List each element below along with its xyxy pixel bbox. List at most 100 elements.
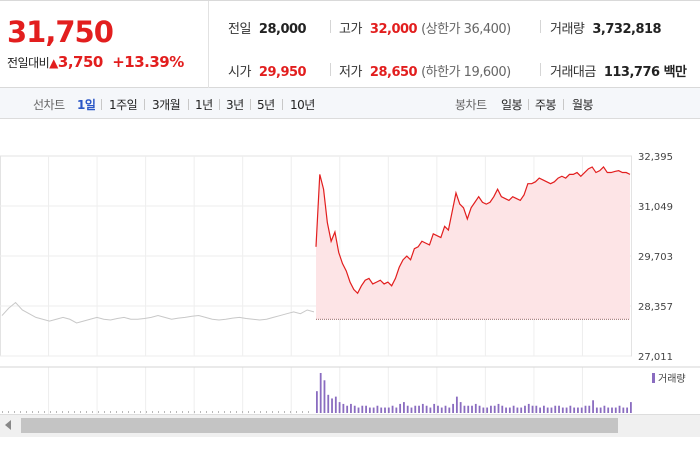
chart-scrollbar[interactable] <box>0 414 700 437</box>
volume-bar <box>607 407 610 413</box>
prev-volume-bar <box>122 411 123 413</box>
volume-bar <box>448 407 451 413</box>
volume-bar <box>414 405 417 413</box>
up-arrow-icon: ▲ <box>49 56 58 70</box>
volume-bar <box>357 407 360 413</box>
candle-monthly[interactable]: 월봉 <box>572 98 594 112</box>
low-cell: 저가 28,650 (하한가 19,600) <box>339 61 511 80</box>
volume-bar <box>346 405 349 413</box>
scroll-thumb[interactable] <box>21 418 618 433</box>
volume-bar <box>395 407 398 413</box>
volume-bar <box>452 403 454 413</box>
upper-limit: (상한가 36,400) <box>421 22 511 37</box>
volume-bar <box>508 407 511 413</box>
period-1week[interactable]: 1주일 <box>109 98 138 112</box>
prev-volume-bar <box>308 411 309 413</box>
volume-bar <box>338 402 341 413</box>
y-tick-label: 28,357 <box>638 302 673 313</box>
prev-close-value: 28,000 <box>258 22 307 37</box>
period-1day[interactable]: 1일 <box>77 98 96 112</box>
volume-bar <box>372 407 375 413</box>
scroll-left-icon[interactable] <box>5 420 11 430</box>
lower-limit: (하한가 19,600) <box>421 65 511 80</box>
prev-volume-bar <box>176 411 177 413</box>
volume-bar <box>353 405 356 413</box>
open-cell: 시가 29,950 <box>228 61 307 80</box>
prev-volume-bar <box>242 411 243 413</box>
volume-bar <box>573 407 576 413</box>
volume-bar <box>584 405 587 413</box>
prev-volume-bar <box>194 411 195 413</box>
volume-bar <box>316 391 318 413</box>
period-3year[interactable]: 3년 <box>226 98 244 112</box>
period-10year[interactable]: 10년 <box>290 98 315 112</box>
volume-bar <box>410 407 413 413</box>
volume-bar <box>561 407 564 413</box>
prev-volume-bar <box>110 411 111 413</box>
volume-bar <box>592 400 594 413</box>
volume-bar <box>403 402 405 413</box>
period-5year[interactable]: 5년 <box>257 98 275 112</box>
prev-volume-bar <box>224 411 225 413</box>
prev-volume-bar <box>302 411 303 413</box>
open-value: 29,950 <box>258 65 307 80</box>
volume-bar <box>599 407 602 413</box>
prev-volume-bar <box>2 411 3 413</box>
high-value: 32,000 <box>369 22 418 37</box>
volume-bar <box>334 396 337 413</box>
current-price: 31,750 <box>7 15 114 49</box>
volume-bar <box>421 403 424 413</box>
volume-cell: 거래량 3,732,818 <box>550 18 662 37</box>
volume-bar <box>444 405 447 413</box>
volume-bar <box>595 407 598 413</box>
prev-volume-bar <box>158 411 159 413</box>
prev-volume-bar <box>230 411 231 413</box>
volume-bar <box>490 405 492 413</box>
volume-bar <box>387 407 390 413</box>
change-row: 전일대비▲3,750 +13.39% <box>7 53 184 71</box>
volume-bar <box>380 407 383 413</box>
prev-volume-bar <box>62 411 63 413</box>
volume-bar <box>406 405 409 413</box>
volume-bar <box>535 405 538 413</box>
prev-volume-bar <box>218 411 219 413</box>
prev-volume-bar <box>164 411 165 413</box>
volume-bar <box>497 403 500 413</box>
volume-bar <box>459 402 462 413</box>
prev-volume-bar <box>248 411 249 413</box>
candle-weekly[interactable]: 주봉 <box>535 98 557 112</box>
prev-volume-bar <box>260 411 261 413</box>
change-percent: +13.39% <box>112 53 184 71</box>
candle-daily[interactable]: 일봉 <box>501 98 523 112</box>
y-tick-label: 32,395 <box>638 152 673 163</box>
prev-close-label: 전일 <box>228 22 251 37</box>
change-value: 3,750 <box>57 53 103 71</box>
candle-chart-label: 봉차트 <box>455 98 487 112</box>
prev-volume-bar <box>80 411 81 413</box>
prev-volume-bar <box>170 411 171 413</box>
low-value: 28,650 <box>369 65 418 80</box>
prev-volume-bar <box>50 411 51 413</box>
y-tick-label: 29,703 <box>638 252 673 263</box>
volume-bar <box>539 407 542 413</box>
period-1year[interactable]: 1년 <box>195 98 213 112</box>
volume-bar <box>331 398 333 413</box>
prev-volume-bar <box>272 411 273 413</box>
prev-volume-bar <box>128 411 129 413</box>
volume-value: 3,732,818 <box>592 22 662 37</box>
today-line <box>315 166 631 295</box>
volume-bar <box>546 407 549 413</box>
prev-volume-bar <box>86 411 87 413</box>
volume-bar <box>365 405 367 413</box>
price-summary: 31,750 전일대비▲3,750 +13.39% <box>0 1 209 88</box>
prev-volume-bar <box>278 411 279 413</box>
prev-volume-bar <box>296 411 297 413</box>
volume-bar <box>437 405 439 413</box>
volume-bar <box>474 403 477 413</box>
period-3month[interactable]: 3개월 <box>152 98 181 112</box>
high-cell: 고가 32,000 (상한가 36,400) <box>339 18 511 37</box>
volume-bar <box>505 407 507 413</box>
volume-bar <box>361 405 364 413</box>
prev-close-cell: 전일 28,000 <box>228 18 307 37</box>
line-chart-label: 선차트 <box>33 98 65 112</box>
